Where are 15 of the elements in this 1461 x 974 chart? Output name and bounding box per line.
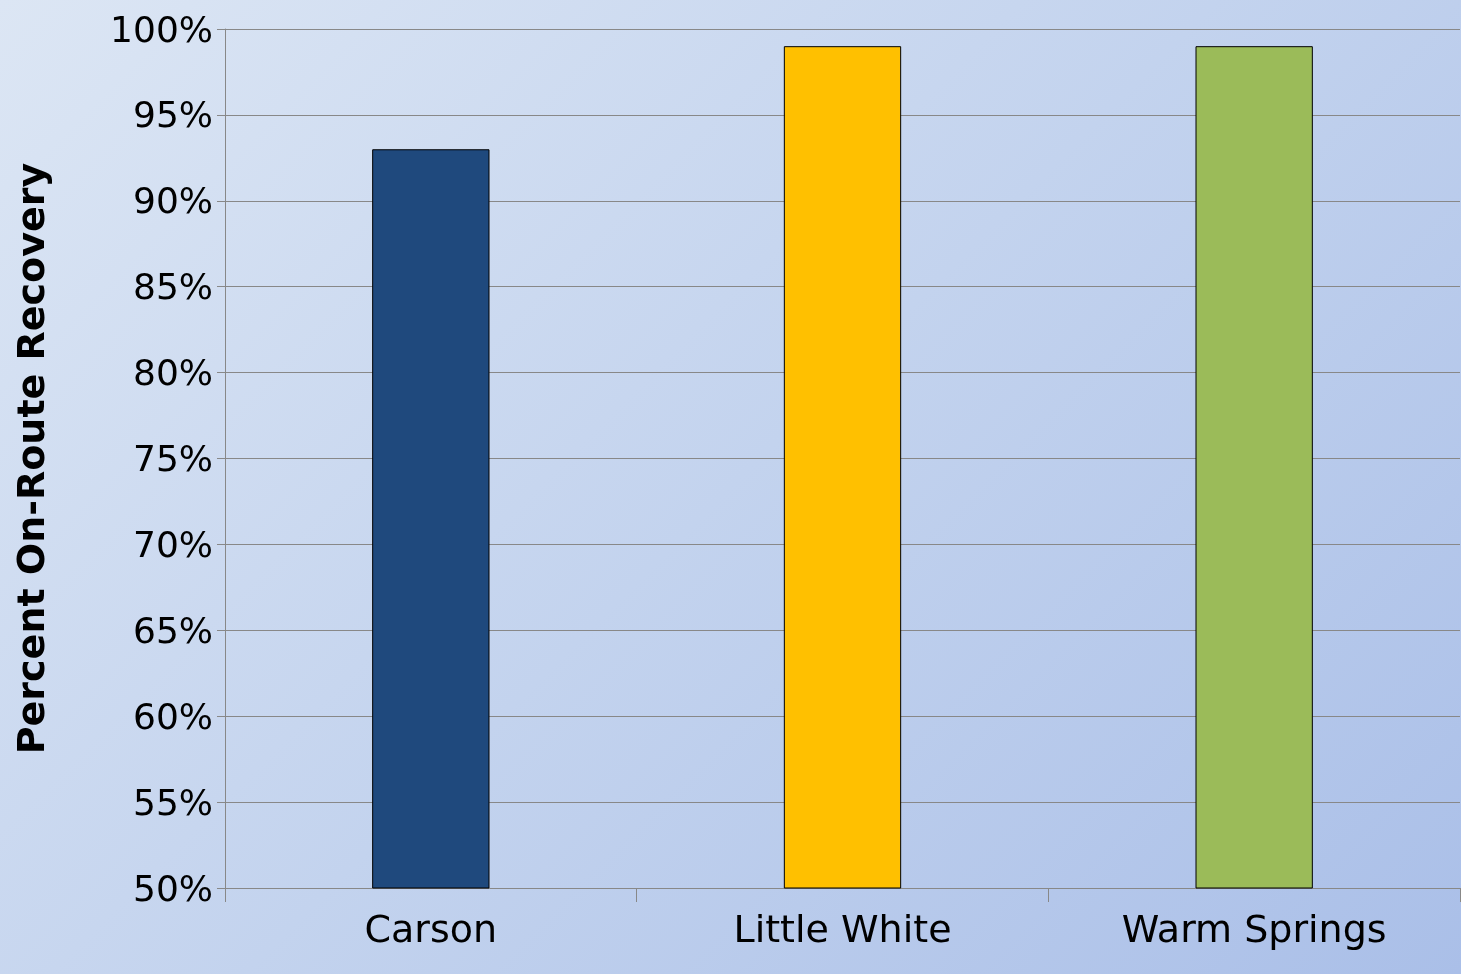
y-tick-label: 70% (132, 523, 213, 565)
y-axis-title: Percent On-Route Recovery (9, 162, 53, 755)
x-tick-label: Carson (364, 907, 498, 951)
y-tick-label: 65% (132, 609, 213, 651)
y-tick-label: 80% (132, 352, 213, 394)
y-tick-label: 55% (132, 781, 213, 823)
x-tick-label: Little White (733, 907, 952, 951)
y-tick-label: 95% (132, 94, 213, 136)
y-tick-label: 90% (132, 180, 213, 222)
y-tick-label: 50% (132, 867, 213, 909)
y-tick-label: 100% (110, 8, 213, 50)
y-tick-label: 75% (132, 438, 213, 479)
y-tick-label: 60% (132, 695, 213, 737)
x-tick-label: Warm Springs (1121, 907, 1387, 951)
y-tick-label: 85% (132, 266, 213, 308)
